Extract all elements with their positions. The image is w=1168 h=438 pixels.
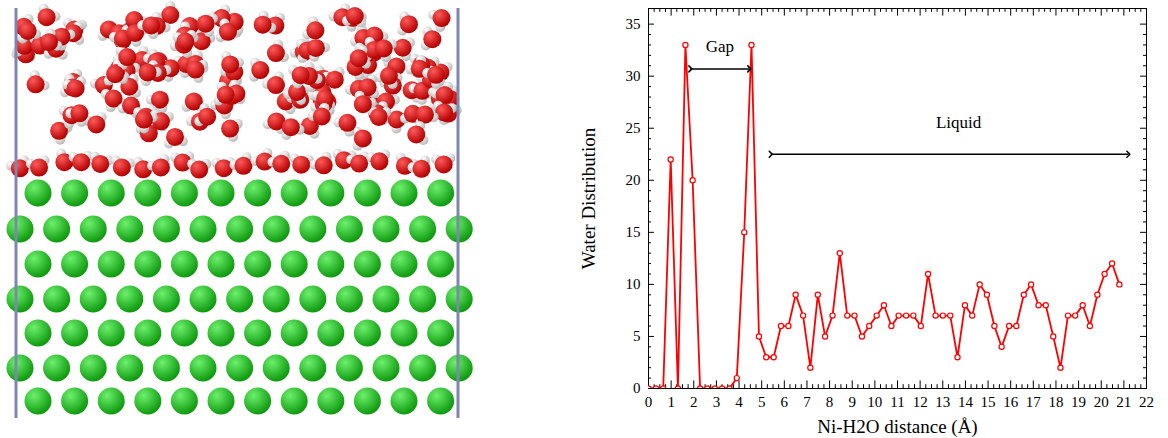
svg-text:Ni-H2O distance (Å): Ni-H2O distance (Å) xyxy=(817,416,977,438)
svg-text:21: 21 xyxy=(1116,394,1131,410)
svg-text:10: 10 xyxy=(867,394,882,410)
svg-text:30: 30 xyxy=(626,68,641,84)
svg-text:18: 18 xyxy=(1048,394,1063,410)
svg-text:5: 5 xyxy=(633,328,641,344)
svg-text:15: 15 xyxy=(626,224,641,240)
svg-text:7: 7 xyxy=(803,394,811,410)
svg-text:6: 6 xyxy=(781,394,789,410)
svg-text:9: 9 xyxy=(848,394,856,410)
svg-text:5: 5 xyxy=(758,394,766,410)
svg-text:Gap: Gap xyxy=(706,37,734,56)
svg-text:2: 2 xyxy=(690,394,698,410)
svg-text:8: 8 xyxy=(826,394,834,410)
svg-text:35: 35 xyxy=(626,16,641,32)
svg-text:0: 0 xyxy=(645,394,653,410)
svg-text:19: 19 xyxy=(1071,394,1086,410)
svg-text:16: 16 xyxy=(1003,394,1019,410)
svg-text:25: 25 xyxy=(626,120,641,136)
svg-text:22: 22 xyxy=(1139,394,1154,410)
svg-text:17: 17 xyxy=(1026,394,1042,410)
svg-text:13: 13 xyxy=(935,394,950,410)
svg-text:14: 14 xyxy=(958,394,974,410)
svg-text:12: 12 xyxy=(913,394,928,410)
svg-text:20: 20 xyxy=(1094,394,1109,410)
svg-text:Water Distribution: Water Distribution xyxy=(578,127,599,269)
svg-text:1: 1 xyxy=(667,394,675,410)
svg-text:15: 15 xyxy=(981,394,996,410)
svg-text:20: 20 xyxy=(626,172,641,188)
svg-text:11: 11 xyxy=(890,394,904,410)
svg-text:0: 0 xyxy=(633,380,641,396)
svg-text:3: 3 xyxy=(713,394,721,410)
svg-text:Liquid: Liquid xyxy=(936,113,982,132)
svg-text:10: 10 xyxy=(626,276,641,292)
svg-text:4: 4 xyxy=(735,394,743,410)
